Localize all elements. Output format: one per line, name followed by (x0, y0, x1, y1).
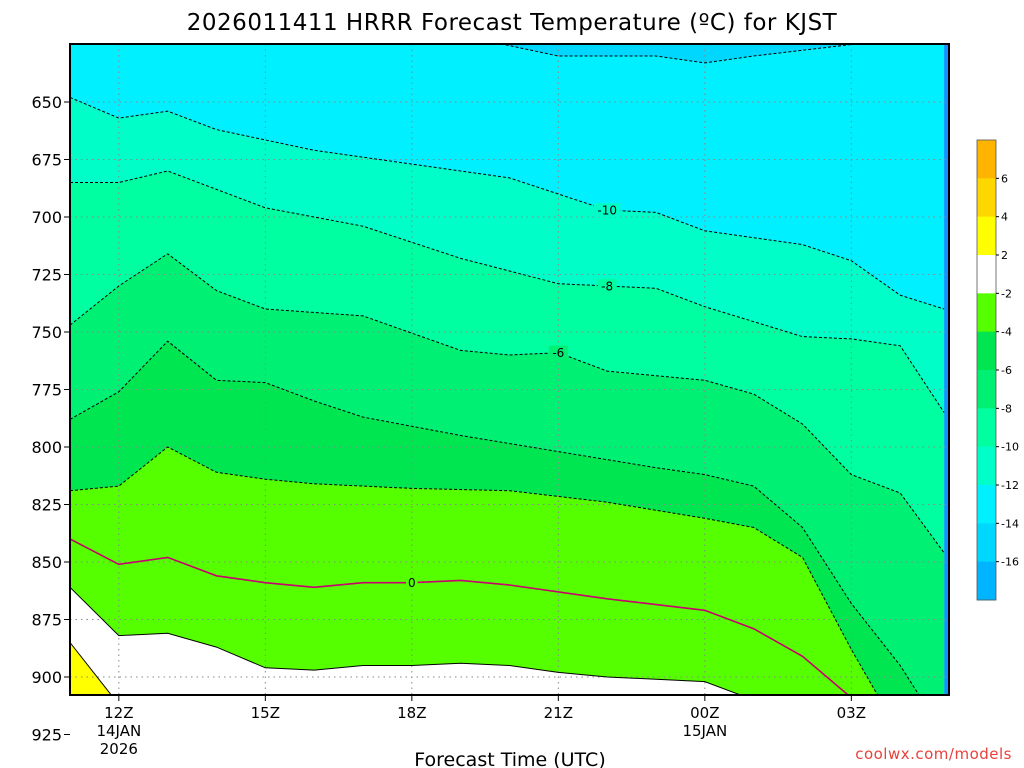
x-tick-label: 14JAN (96, 722, 141, 740)
isotherm-line (70, 96, 945, 310)
colorbar-label: -12 (1001, 479, 1019, 492)
y-tick-label: 725 (31, 266, 62, 285)
isotherm-line (70, 340, 920, 695)
isotherm-line (70, 586, 742, 695)
plot-area: -12-10-8-604 (70, 44, 949, 695)
colorbar-label: -2 (1001, 287, 1012, 300)
colorbar-swatch (977, 408, 996, 448)
colorbar-swatch (977, 140, 996, 179)
x-tick-label: 2026 (100, 740, 138, 758)
colorbar-swatch (977, 523, 996, 563)
x-tick-label: 18Z (397, 704, 426, 722)
contour-label-background (597, 279, 617, 293)
colorbar-label: -6 (1001, 364, 1012, 377)
y-tick-label: 750 (31, 323, 62, 342)
colorbar-swatch (977, 216, 996, 256)
x-tick-label: 15JAN (682, 722, 727, 740)
isotherm-line (70, 538, 850, 695)
colorbar-swatch (977, 370, 996, 409)
colorbar-label: -8 (1001, 402, 1012, 415)
colorbar-label: 6 (1001, 172, 1008, 185)
isotherm-line (70, 170, 945, 413)
y-axis: 650 675 700 725 750 775 800 825 850 875 900 925 (31, 93, 70, 745)
x-tick-label: 21Z (544, 704, 573, 722)
y-tick-label: 700 (31, 208, 62, 227)
temperature-band-fill (70, 539, 849, 695)
x-tick-label: 03Z (837, 704, 866, 722)
y-tick-label: 775 (31, 381, 62, 400)
chart-title: 2026011411 HRRR Forecast Temperature (ºC… (187, 10, 838, 36)
y-tick-label: 825 (31, 496, 62, 515)
y-tick-label: 650 (31, 93, 62, 112)
temperature-band-fill (70, 587, 741, 695)
colorbar-label: 4 (1001, 211, 1008, 224)
colorbar-legend: 6 4 2 -2 -4 -6 -8 -10 -12 -14 -16 (976, 139, 1019, 601)
contour-label: 0 (408, 576, 416, 590)
colorbar-swatch (977, 446, 996, 486)
colorbar-swatch (977, 485, 996, 524)
x-axis-label: Forecast Time (UTC) (414, 749, 605, 768)
plot-frame (69, 43, 950, 696)
y-tick-label: 850 (31, 553, 62, 572)
y-tick-label: 925 (31, 726, 62, 745)
colorbar-swatch (977, 178, 996, 218)
isotherm-line (70, 446, 879, 695)
y-tick-label: 875 (31, 611, 62, 630)
contour-label-background (406, 575, 418, 590)
contour-label-background (548, 345, 568, 360)
y-tick-label: 900 (31, 668, 62, 687)
colorbar-label: -10 (1001, 441, 1019, 454)
contour-label-background (593, 203, 621, 218)
colorbar-label: -14 (1001, 517, 1019, 530)
colorbar-label: -16 (1001, 556, 1019, 569)
contour-label: -8 (601, 280, 613, 294)
colorbar-swatch (977, 293, 996, 333)
colorbar-label: -4 (1001, 326, 1012, 339)
y-tick-label: 675 (31, 151, 62, 170)
colorbar-swatch (977, 255, 996, 294)
colorbar-label: 2 (1001, 249, 1008, 262)
credit-text: coolwx.com/models (855, 745, 1012, 763)
isotherm-line (70, 253, 945, 554)
y-tick-label: 800 (31, 438, 62, 457)
x-tick-label: 12Z (104, 704, 133, 722)
contour-label: -10 (597, 204, 617, 218)
colorbar-swatch (977, 561, 996, 601)
x-tick-label: 15Z (251, 704, 280, 722)
contour-label: -6 (552, 346, 564, 360)
colorbar-swatch (977, 331, 996, 371)
x-tick-label: 00Z (690, 704, 719, 722)
